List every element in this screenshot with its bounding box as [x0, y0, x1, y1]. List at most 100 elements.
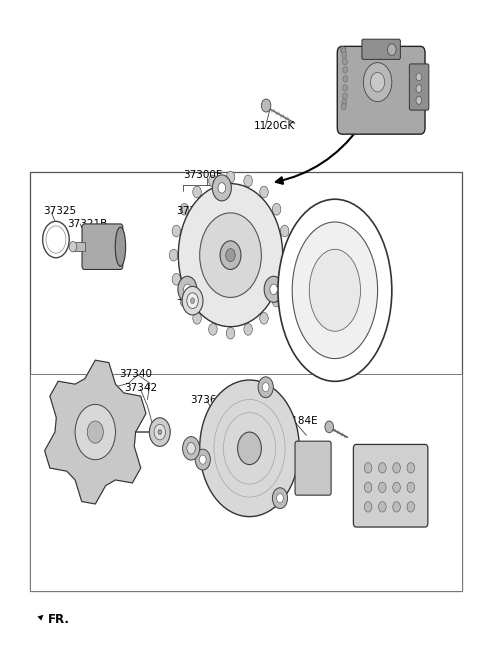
Circle shape	[149, 418, 170, 446]
FancyBboxPatch shape	[353, 444, 428, 527]
Circle shape	[226, 249, 235, 262]
Circle shape	[379, 502, 386, 512]
Circle shape	[407, 502, 415, 512]
Circle shape	[272, 295, 281, 307]
Circle shape	[363, 62, 392, 102]
FancyBboxPatch shape	[409, 64, 429, 110]
Circle shape	[212, 175, 231, 201]
Circle shape	[260, 312, 268, 324]
Circle shape	[244, 323, 252, 335]
Circle shape	[343, 85, 348, 91]
Circle shape	[220, 241, 241, 270]
Circle shape	[407, 462, 415, 473]
Circle shape	[200, 455, 206, 464]
Bar	[30, 172, 462, 592]
Circle shape	[283, 249, 292, 261]
Circle shape	[280, 225, 289, 237]
Bar	[73, 242, 85, 251]
Circle shape	[393, 502, 400, 512]
Circle shape	[341, 48, 346, 54]
Circle shape	[182, 287, 203, 315]
Circle shape	[172, 274, 180, 285]
Circle shape	[343, 58, 347, 65]
Circle shape	[226, 327, 235, 339]
Circle shape	[341, 47, 345, 53]
Circle shape	[416, 85, 422, 92]
Circle shape	[43, 221, 69, 258]
Circle shape	[200, 380, 300, 517]
Circle shape	[187, 443, 195, 454]
Circle shape	[343, 93, 347, 99]
Circle shape	[364, 502, 372, 512]
Circle shape	[264, 276, 283, 302]
Circle shape	[280, 274, 289, 285]
Circle shape	[325, 421, 334, 433]
Text: FR.: FR.	[48, 613, 71, 626]
Circle shape	[154, 424, 166, 440]
Bar	[30, 373, 462, 592]
Circle shape	[180, 203, 189, 215]
Circle shape	[416, 96, 422, 104]
Circle shape	[238, 432, 261, 464]
FancyBboxPatch shape	[295, 441, 331, 495]
Circle shape	[387, 44, 396, 56]
Circle shape	[276, 493, 283, 502]
Circle shape	[263, 382, 269, 392]
Circle shape	[261, 99, 271, 112]
FancyBboxPatch shape	[362, 39, 400, 59]
Circle shape	[260, 186, 268, 198]
Ellipse shape	[278, 199, 392, 381]
Circle shape	[218, 182, 226, 193]
Circle shape	[407, 482, 415, 493]
Text: 37340: 37340	[119, 369, 152, 379]
Circle shape	[364, 462, 372, 473]
Circle shape	[182, 437, 200, 460]
FancyBboxPatch shape	[82, 224, 123, 270]
Circle shape	[342, 99, 347, 106]
Circle shape	[371, 72, 384, 92]
Text: 37350B: 37350B	[261, 294, 301, 304]
Circle shape	[193, 312, 201, 324]
Ellipse shape	[115, 227, 126, 266]
Text: 37330A: 37330A	[176, 206, 216, 216]
Circle shape	[191, 298, 195, 304]
Ellipse shape	[309, 249, 360, 331]
Circle shape	[69, 241, 77, 252]
Circle shape	[270, 284, 277, 295]
Text: 37321B: 37321B	[67, 219, 107, 229]
Circle shape	[416, 73, 422, 81]
Circle shape	[169, 249, 178, 261]
Circle shape	[379, 462, 386, 473]
Circle shape	[193, 186, 201, 198]
Text: 37325: 37325	[43, 206, 76, 216]
Circle shape	[46, 226, 66, 253]
Text: 37334: 37334	[176, 292, 209, 302]
Circle shape	[343, 75, 348, 82]
Circle shape	[87, 421, 103, 443]
Circle shape	[379, 482, 386, 493]
Circle shape	[244, 175, 252, 187]
Circle shape	[179, 184, 283, 327]
Text: 37367B: 37367B	[190, 394, 230, 405]
Circle shape	[209, 175, 217, 187]
Circle shape	[226, 171, 235, 183]
Circle shape	[200, 213, 261, 297]
Circle shape	[183, 284, 191, 295]
Circle shape	[342, 52, 347, 58]
Polygon shape	[45, 360, 146, 504]
Circle shape	[272, 488, 288, 508]
Circle shape	[195, 449, 210, 470]
Text: 37342: 37342	[124, 383, 157, 393]
Circle shape	[258, 377, 273, 398]
Circle shape	[341, 104, 346, 110]
Circle shape	[180, 295, 189, 307]
Circle shape	[187, 293, 198, 308]
Circle shape	[75, 405, 116, 460]
Circle shape	[393, 462, 400, 473]
FancyBboxPatch shape	[337, 47, 425, 134]
Text: 37300E: 37300E	[183, 170, 222, 180]
Circle shape	[172, 225, 180, 237]
Text: 36184E: 36184E	[278, 416, 318, 426]
Circle shape	[209, 323, 217, 335]
Circle shape	[158, 430, 162, 435]
